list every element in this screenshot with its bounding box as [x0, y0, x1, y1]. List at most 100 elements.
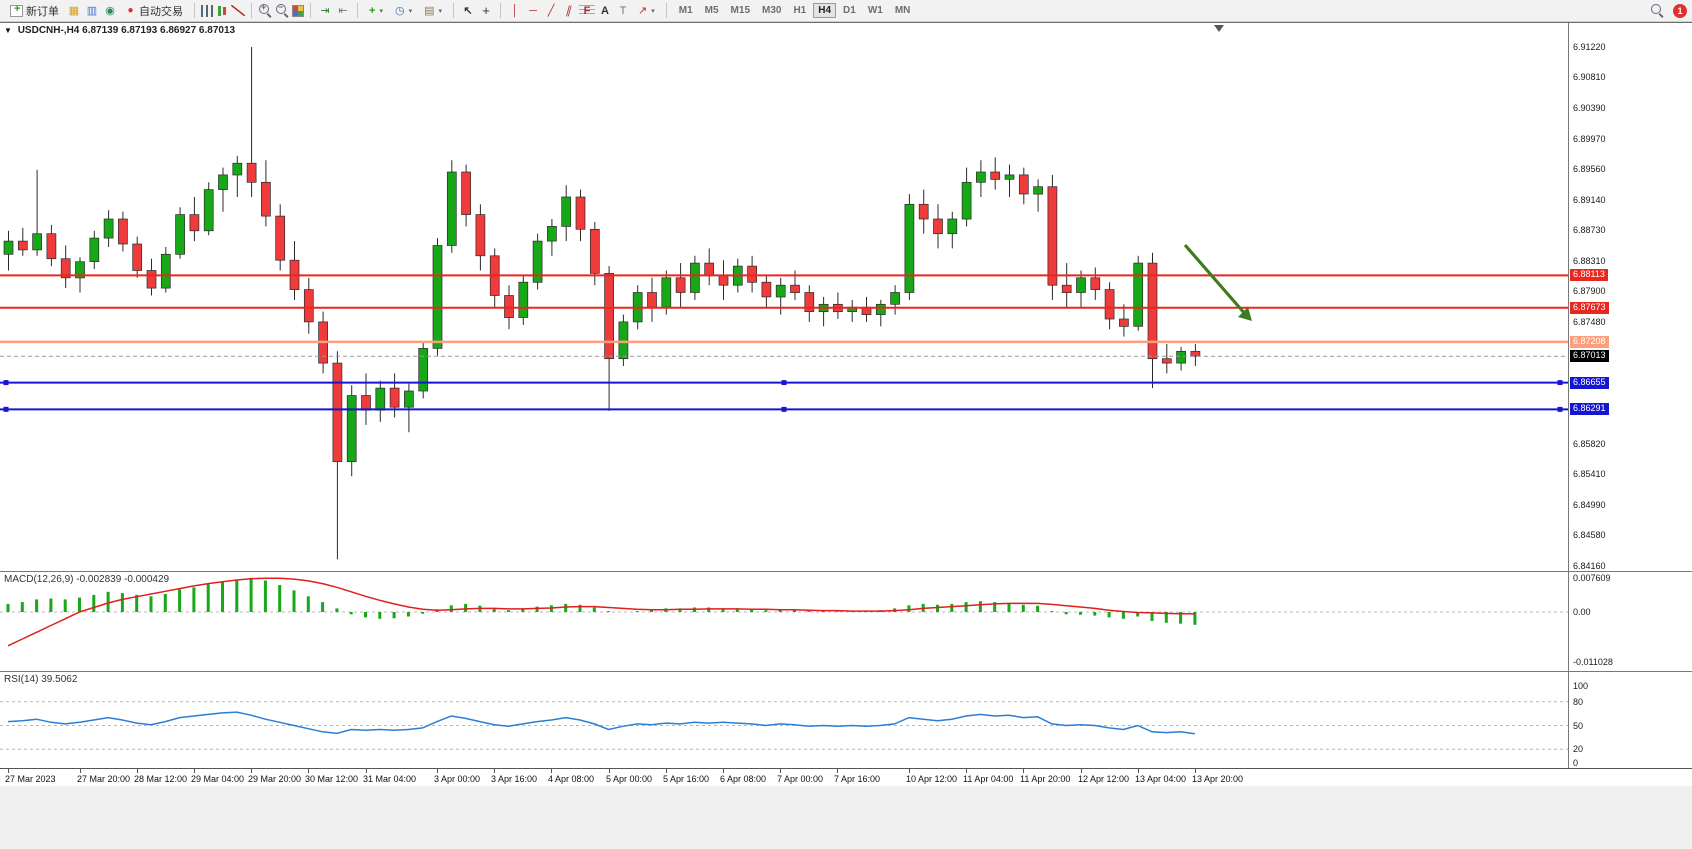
trendline-icon[interactable]: ╱ — [547, 5, 555, 17]
main-chart-panel[interactable]: ▼ USDCNH-,H4 6.87139 6.87193 6.86927 6.8… — [0, 23, 1568, 571]
toolbar: 新订单 ▦ ▥ ◉ ● 自动交易 + − ⇥ ⇤ +▾ ◷▾ ▤▾ ↖ + │ … — [0, 0, 1692, 22]
symbol-title: USDCNH-,H4 — [17, 25, 80, 36]
channel-icon[interactable]: ∥ — [564, 5, 574, 17]
price-axis-label: 6.84160 — [1573, 561, 1606, 571]
templates-button[interactable]: ▤ ▾ — [419, 2, 447, 19]
time-axis-label: 7 Apr 00:00 — [777, 774, 824, 784]
ohlc-values: 6.87139 6.87193 6.86927 6.87013 — [82, 25, 236, 36]
timeframe-m5[interactable]: M5 — [704, 5, 719, 16]
time-axis[interactable]: 27 Mar 2023 27 Mar 20:00 28 Mar 12:00 29 Ma… — [0, 768, 1692, 786]
timeframe-m1[interactable]: M1 — [678, 5, 693, 16]
rsi-axis-label: 50 — [1573, 721, 1584, 731]
one-click-trading-toggle[interactable]: ▼ — [4, 26, 12, 35]
new-order-icon — [10, 3, 23, 17]
vertical-line-icon[interactable]: │ — [511, 4, 519, 17]
zoom-out-icon[interactable]: − — [275, 2, 290, 18]
time-tick — [437, 769, 438, 773]
crosshair-icon[interactable]: + — [482, 3, 490, 18]
price-axis-label: 6.87480 — [1573, 317, 1606, 327]
rsi-axis-label: 100 — [1573, 681, 1589, 691]
horizontal-line-icon[interactable]: ─ — [529, 4, 537, 17]
price-axis-label: 6.91220 — [1573, 42, 1606, 52]
price-line-label: 6.88113 — [1570, 269, 1608, 281]
time-axis-label: 10 Apr 12:00 — [906, 774, 958, 784]
timeframe-m15[interactable]: M15 — [730, 5, 750, 16]
time-tick — [251, 769, 252, 773]
macd-indicator-label: MACD(12,26,9) -0.002839 -0.000429 — [4, 574, 169, 585]
price-line-label: 6.87208 — [1570, 336, 1609, 348]
fibonacci-icon[interactable]: F — [579, 4, 595, 17]
auto-trading-label: 自动交易 — [139, 5, 183, 18]
macd-panel[interactable]: MACD(12,26,9) -0.002839 -0.000429 — [0, 571, 1568, 671]
time-tick — [366, 769, 367, 773]
text-icon[interactable]: A — [601, 4, 609, 17]
notification-badge[interactable]: 1 — [1673, 3, 1687, 18]
chevron-down-icon: ▾ — [651, 7, 655, 15]
time-axis-label: 5 Apr 00:00 — [606, 774, 653, 784]
search-icon[interactable] — [1650, 3, 1665, 18]
candlestick-chart-icon[interactable] — [216, 5, 229, 17]
arrow-icon: ↗ — [638, 5, 648, 17]
new-order-button[interactable]: 新订单 — [5, 1, 64, 21]
arrows-button[interactable]: ↗ ▾ — [633, 2, 660, 19]
rsi-price-axis[interactable]: 100 80 50 20 0 — [1568, 671, 1692, 768]
time-axis-label: 30 Mar 12:00 — [305, 774, 359, 784]
cursor-icon[interactable]: ↖ — [463, 5, 473, 17]
rsi-indicator-label: RSI(14) 39.5062 — [4, 674, 77, 685]
clock-icon: ◷ — [394, 5, 405, 17]
toolbar-separator — [500, 3, 501, 18]
charts-icon[interactable]: ▦ — [68, 5, 80, 17]
timeframe-mn[interactable]: MN — [894, 5, 911, 16]
price-axis-label: 6.85410 — [1573, 469, 1606, 479]
refresh-icon[interactable]: ◉ — [105, 5, 115, 17]
new-order-label: 新订单 — [26, 5, 59, 18]
toolbar-separator — [665, 3, 667, 18]
candlestick-chart[interactable] — [0, 23, 1568, 571]
indicators-button[interactable]: + ▾ — [369, 4, 383, 17]
price-axis-label: 6.89970 — [1573, 134, 1606, 144]
bar-chart-icon[interactable] — [201, 4, 214, 17]
time-tick — [723, 769, 724, 773]
line-chart-icon[interactable] — [231, 5, 245, 16]
rsi-name: RSI(14) — [4, 674, 39, 685]
time-axis-label: 13 Apr 20:00 — [1192, 774, 1244, 784]
toolbar-separator — [357, 3, 358, 18]
price-line-label: 6.86655 — [1570, 377, 1609, 389]
tile-windows-icon[interactable] — [292, 4, 304, 17]
price-axis-label: 6.89560 — [1573, 164, 1606, 174]
rsi-axis-label: 80 — [1573, 697, 1584, 707]
timeframe-h4[interactable]: H4 — [813, 3, 837, 18]
periods-button[interactable]: ◷ ▾ — [390, 2, 417, 19]
timeframe-m30[interactable]: M30 — [762, 5, 782, 16]
profiles-icon[interactable]: ▥ — [86, 5, 98, 17]
time-tick — [909, 769, 910, 773]
auto-scroll-icon[interactable]: ⇥ — [320, 5, 330, 17]
rsi-panel[interactable]: RSI(14) 39.5062 — [0, 671, 1568, 768]
timeframe-h1[interactable]: H1 — [793, 5, 807, 16]
time-tick — [194, 769, 195, 773]
time-tick — [80, 769, 81, 773]
price-axis-label: 6.87900 — [1573, 286, 1606, 296]
timeframe-w1[interactable]: W1 — [867, 5, 883, 16]
time-tick — [1195, 769, 1196, 773]
time-tick — [837, 769, 838, 773]
toolbar-separator — [251, 3, 252, 18]
auto-trading-button[interactable]: ● 自动交易 — [120, 1, 188, 21]
label-icon[interactable]: T — [619, 4, 627, 17]
chart-shift-icon[interactable]: ⇤ — [338, 5, 348, 17]
main-price-axis[interactable]: 6.91220 6.90810 6.90390 6.89970 6.89560 6.891… — [1568, 23, 1692, 571]
macd-chart[interactable] — [0, 572, 1568, 671]
timeframe-d1[interactable]: D1 — [843, 5, 856, 16]
time-axis-label: 27 Mar 20:00 — [77, 774, 131, 784]
time-axis-label: 6 Apr 08:00 — [720, 774, 767, 784]
macd-price-axis[interactable]: 0.007609 0.00 -0.011028 — [1568, 571, 1692, 671]
price-axis-label: 6.84990 — [1573, 500, 1606, 510]
price-line-label: 6.86291 — [1570, 403, 1609, 415]
zoom-in-icon[interactable]: + — [258, 2, 273, 18]
price-axis-label: 6.89140 — [1573, 195, 1606, 205]
macd-axis-label: 0.007609 — [1573, 573, 1611, 583]
price-axis-label: 6.88730 — [1573, 225, 1606, 235]
time-tick — [551, 769, 552, 773]
time-tick — [8, 769, 9, 773]
rsi-chart[interactable] — [0, 672, 1568, 768]
